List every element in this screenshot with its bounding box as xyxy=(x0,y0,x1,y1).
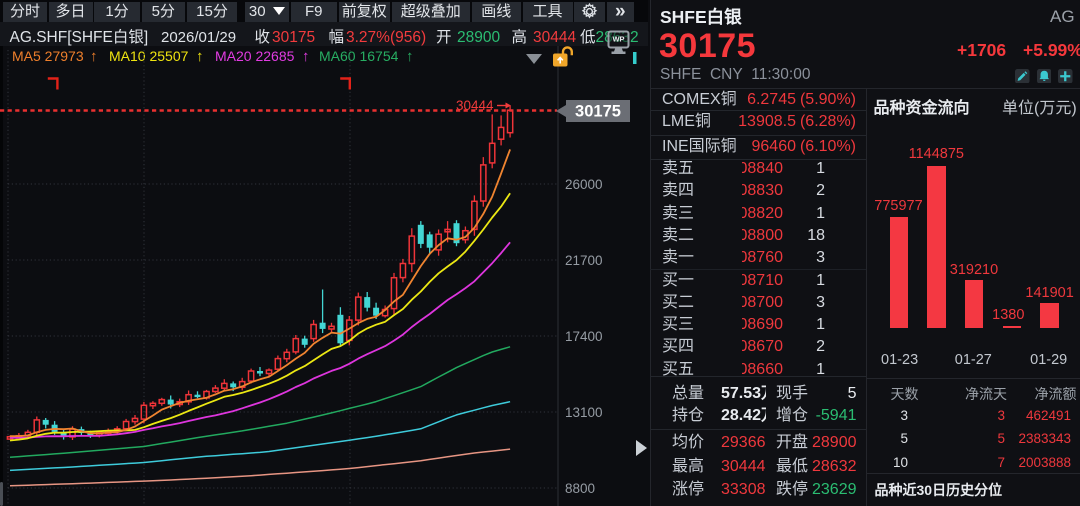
svg-text:26000: 26000 xyxy=(565,177,603,192)
svg-text:30444: 30444 xyxy=(456,98,494,113)
svg-text:30175: 30175 xyxy=(575,103,621,121)
svg-text:17400: 17400 xyxy=(565,329,603,344)
svg-text:WP: WP xyxy=(612,35,624,44)
svg-text:13100: 13100 xyxy=(565,405,603,420)
svg-text:8800: 8800 xyxy=(565,481,595,496)
svg-text:21700: 21700 xyxy=(565,253,603,268)
